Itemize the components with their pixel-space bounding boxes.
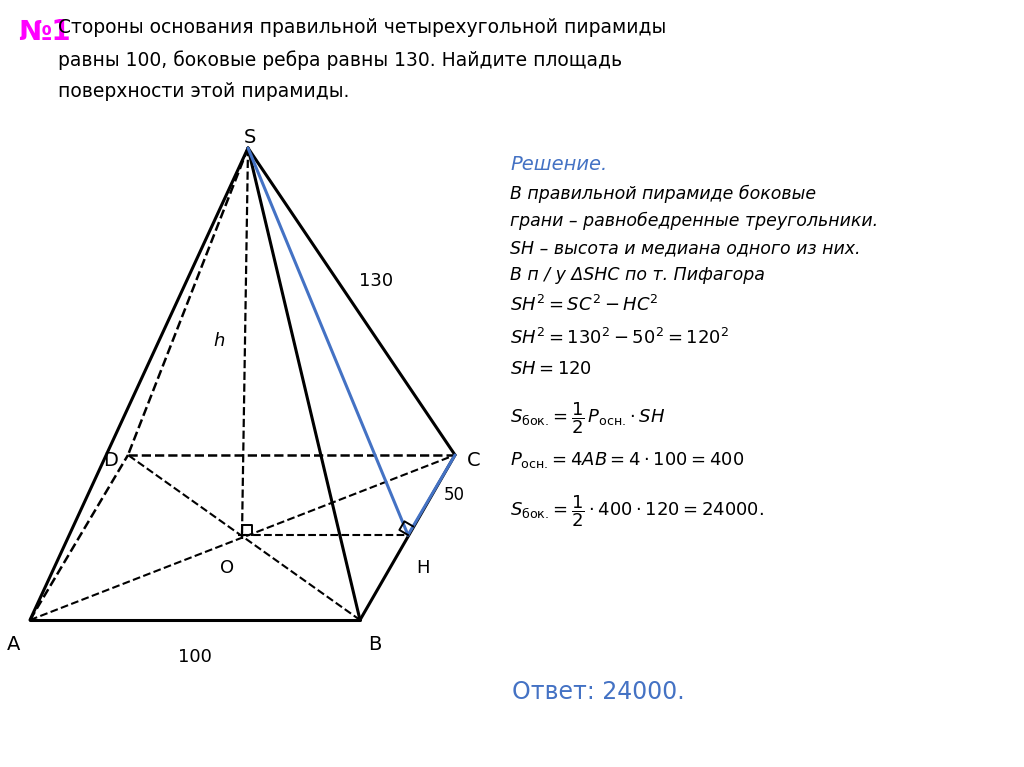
Text: h: h <box>214 333 225 351</box>
Text: $SH^2 = SC^2 - HC^2$: $SH^2 = SC^2 - HC^2$ <box>510 295 658 315</box>
Text: Стороны основания правильной четырехугольной пирамиды: Стороны основания правильной четырехугол… <box>58 18 667 37</box>
Text: грани – равнобедренные треугольники.: грани – равнобедренные треугольники. <box>510 212 879 230</box>
Text: S: S <box>244 128 256 147</box>
Text: O: O <box>220 559 234 577</box>
Text: C: C <box>467 450 480 469</box>
Text: $SH = 120$: $SH = 120$ <box>510 360 592 378</box>
Text: H: H <box>416 559 429 577</box>
Text: $S_{\text{бок.}} = \dfrac{1}{2} \cdot 400 \cdot 120 = 24000.$: $S_{\text{бок.}} = \dfrac{1}{2} \cdot 40… <box>510 493 764 528</box>
Text: 50: 50 <box>443 486 465 504</box>
Text: Решение.: Решение. <box>510 155 607 174</box>
Text: 130: 130 <box>359 272 393 290</box>
Text: 100: 100 <box>178 648 212 666</box>
Text: A: A <box>6 635 20 654</box>
Text: Ответ: 24000.: Ответ: 24000. <box>512 680 685 704</box>
Text: $S_{\text{бок.}} = \dfrac{1}{2}\,P_{\text{осн.}} \cdot SH$: $S_{\text{бок.}} = \dfrac{1}{2}\,P_{\tex… <box>510 400 666 436</box>
Text: B: B <box>368 635 381 654</box>
Text: В правильной пирамиде боковые: В правильной пирамиде боковые <box>510 185 816 203</box>
Text: SH – высота и медиана одного из них.: SH – высота и медиана одного из них. <box>510 239 860 257</box>
Text: D: D <box>103 450 118 469</box>
Text: №1: №1 <box>18 18 71 46</box>
Text: поверхности этой пирамиды.: поверхности этой пирамиды. <box>58 82 349 101</box>
Text: $P_{\text{осн.}} = 4AB = 4 \cdot 100 = 400$: $P_{\text{осн.}} = 4AB = 4 \cdot 100 = 4… <box>510 450 744 470</box>
Text: В п / у ΔSHC по т. Пифагора: В п / у ΔSHC по т. Пифагора <box>510 266 765 284</box>
Text: равны 100, боковые ребра равны 130. Найдите площадь: равны 100, боковые ребра равны 130. Найд… <box>58 50 623 70</box>
Text: $SH^2 = 130^2 - 50^2 = 120^2$: $SH^2 = 130^2 - 50^2 = 120^2$ <box>510 328 729 348</box>
